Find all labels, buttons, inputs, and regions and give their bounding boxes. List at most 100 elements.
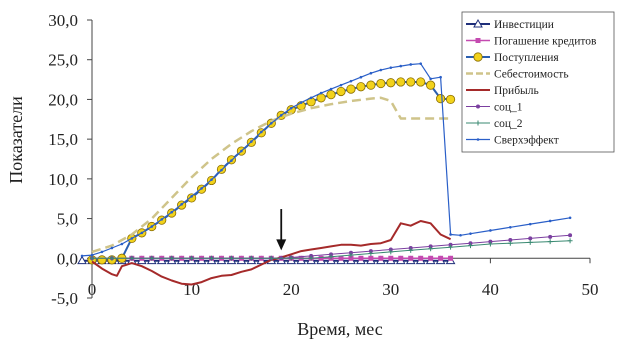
data-point <box>416 77 426 87</box>
data-point <box>435 94 446 104</box>
data-point <box>309 96 313 100</box>
legend-label: соц_1 <box>494 102 523 114</box>
data-point <box>288 255 294 261</box>
data-point <box>308 255 314 261</box>
data-point <box>140 231 144 235</box>
data-point <box>348 255 354 261</box>
data-point <box>358 255 364 261</box>
data-point <box>428 255 434 261</box>
series <box>89 238 573 261</box>
data-point <box>396 77 406 87</box>
data-point <box>448 255 454 261</box>
annotation-arrow-head <box>276 239 287 251</box>
data-point <box>248 255 254 261</box>
legend-label: Погашение кредитов <box>494 36 597 48</box>
data-point <box>449 233 452 236</box>
data-point <box>269 121 273 125</box>
series-line <box>91 220 452 286</box>
data-point <box>359 75 363 79</box>
data-point <box>97 255 107 265</box>
data-point <box>388 249 394 255</box>
data-point <box>90 253 94 257</box>
data-point <box>250 140 253 143</box>
data-point <box>528 222 532 226</box>
y-tick-label: -5,0 <box>51 289 78 308</box>
data-point <box>487 241 493 247</box>
data-point <box>326 90 336 100</box>
data-point <box>568 233 573 238</box>
legend-box <box>461 11 615 153</box>
legend-label: Себестоимость <box>494 69 569 81</box>
data-point <box>289 106 293 110</box>
data-point <box>120 242 124 246</box>
data-point <box>507 240 513 246</box>
data-point <box>548 234 553 239</box>
data-point <box>379 68 383 72</box>
y-tick-label: 5,0 <box>57 210 78 229</box>
data-point <box>475 38 481 43</box>
legend-label: соц_2 <box>494 118 523 130</box>
data-point <box>547 239 553 245</box>
data-point <box>170 210 173 214</box>
data-point <box>279 114 283 117</box>
data-point <box>240 149 243 153</box>
x-tick-label: 0 <box>88 280 97 299</box>
data-point <box>336 86 346 97</box>
data-point <box>408 247 414 253</box>
data-point <box>187 193 197 203</box>
data-point <box>318 255 324 261</box>
data-point <box>476 138 480 141</box>
series-group <box>77 62 573 286</box>
annotations <box>276 209 287 251</box>
data-point <box>376 78 386 89</box>
data-point <box>448 244 454 250</box>
y-tick-label: 15,0 <box>48 130 78 149</box>
y-axis-title: Показатели <box>6 96 26 184</box>
legend-label: Инвестиции <box>494 19 554 31</box>
data-point <box>445 94 456 105</box>
data-point <box>509 226 512 229</box>
data-point <box>386 78 396 88</box>
legend-label: Сверхэффект <box>494 135 559 147</box>
series-line <box>91 96 451 254</box>
data-point <box>508 238 513 243</box>
data-point <box>319 91 323 95</box>
data-point <box>467 243 473 249</box>
data-point <box>548 219 552 223</box>
data-point <box>299 101 303 104</box>
data-point <box>349 79 353 83</box>
data-point <box>438 255 444 261</box>
data-point <box>329 87 333 91</box>
data-point <box>77 255 87 265</box>
data-point <box>568 216 572 220</box>
data-point <box>100 250 104 254</box>
data-point <box>528 236 533 241</box>
data-point <box>418 255 424 261</box>
data-point <box>469 232 472 235</box>
series <box>91 96 451 254</box>
data-point <box>473 52 483 62</box>
data-point <box>149 255 155 261</box>
data-point <box>268 255 274 261</box>
x-tick-label: 40 <box>482 280 499 299</box>
legend: Инвестиции Погашение кредитов Поступления С… <box>461 11 615 153</box>
data-point <box>368 251 374 257</box>
data-point <box>109 255 115 261</box>
data-point <box>110 246 114 250</box>
legend-label: Прибыль <box>494 85 539 97</box>
data-point <box>328 254 334 260</box>
data-point <box>200 187 203 190</box>
data-point <box>527 239 533 245</box>
data-point <box>230 159 233 162</box>
data-point <box>180 202 183 206</box>
data-point <box>150 225 154 228</box>
data-point <box>476 104 480 109</box>
data-point <box>130 237 134 240</box>
data-point <box>408 255 414 261</box>
data-point <box>369 71 373 75</box>
data-point <box>378 255 384 261</box>
data-point <box>356 82 366 92</box>
data-point <box>473 18 483 28</box>
data-point <box>439 75 442 79</box>
